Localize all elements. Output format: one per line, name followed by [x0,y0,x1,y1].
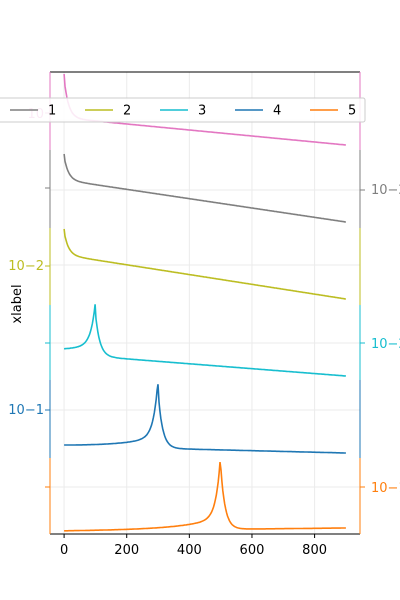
y-tick-label-right-orange: 10−1 [371,481,400,496]
y-tick-label-right-gray: 10−2 [371,183,400,198]
x-tick-label: 0 [60,543,68,558]
x-axis-ticks: 0 200 400 600 800 [60,534,327,558]
y-tick-label-right-cyan: 10−2 [371,337,400,352]
legend-label: 2 [123,104,131,119]
legend: 1 2 3 4 5 [0,97,366,123]
series-line-1 [63,153,346,223]
legend-label: 4 [273,104,281,119]
legend-label: 3 [198,104,206,119]
x-tick-label: 800 [302,543,327,558]
y-tick-label-left-olive: 10−2 [8,259,44,274]
x-tick-label: 600 [240,543,265,558]
series-line-2 [63,228,346,300]
series-line-4 [64,384,346,454]
series-line-5 [64,461,346,532]
series-lines [63,73,346,532]
y-tick-label-left-blue: 10−1 [8,403,44,418]
series-line-3 [64,304,346,377]
y-axis-ticks: 1010−210−110−210−210−1 [8,107,400,496]
legend-label: 5 [348,104,356,119]
x-tick-label: 400 [177,543,202,558]
x-tick-label: 200 [114,543,139,558]
y-axis-label: xlabel [10,284,25,323]
legend-label: 1 [48,104,56,119]
